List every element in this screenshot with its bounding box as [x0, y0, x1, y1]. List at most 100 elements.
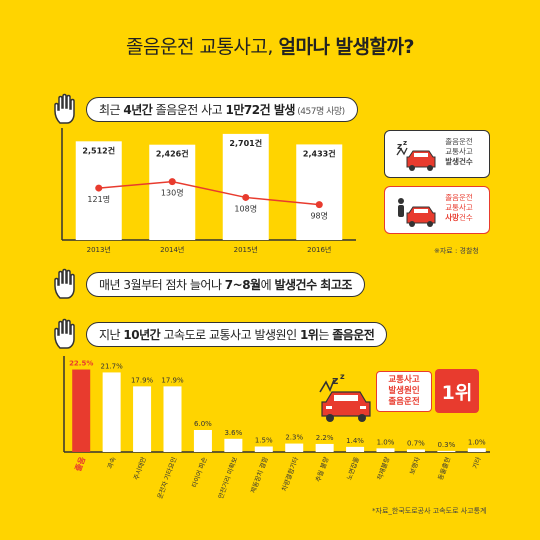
cause-label-8: 추월 불량 [313, 456, 330, 484]
cause-value-2: 17.9% [131, 376, 154, 384]
s3-b2: 1위 [299, 327, 319, 342]
s2-mid: 에 [260, 277, 275, 292]
bar-label-3: 2,433건 [303, 148, 336, 158]
s2-b2: 발생건수 최고조 [274, 277, 352, 292]
legend1-line2: 교통사고 [445, 147, 473, 156]
hand-icon [54, 93, 75, 124]
cause-bar-10 [376, 448, 395, 452]
s2-b1: 7~8월 [224, 277, 261, 292]
s1-b1: 4년간 [123, 102, 153, 117]
s2-pre: 매년 3월부터 점차 늘어나 [99, 277, 225, 292]
cause-label-2: 주시태만 [131, 456, 148, 482]
x-tick-1: 2014년 [160, 245, 184, 254]
section3-label: 지난 10년간 고속도로 교통사고 발생원인 1위는 졸음운전 [86, 321, 388, 347]
cause-value-3: 17.9% [161, 376, 184, 384]
x-tick-0: 2013년 [87, 245, 111, 254]
cause-label-3: 운전자 기타요인 [155, 456, 178, 500]
cause-bar-12 [437, 450, 456, 452]
cause-value-13: 1.0% [468, 438, 486, 446]
bar-2 [222, 133, 269, 240]
source-police: ※자료 : 경찰청 [434, 247, 479, 255]
page-title: 졸음운전 교통사고, 얼마나 발생할까? [0, 32, 540, 59]
sleepy-car-icon: z z [396, 139, 436, 171]
badge-line1: 교통사고 [388, 374, 420, 385]
cause-bar-1 [102, 372, 121, 452]
legend2-line2: 교통사고 [445, 203, 473, 212]
badge-line3: 졸음운전 [388, 396, 420, 407]
s3-mid2: 는 [318, 327, 333, 342]
cause-value-9: 1.4% [346, 437, 364, 445]
cause-label-5: 안전거리 미확보 [216, 456, 239, 500]
cause-bar-5 [224, 438, 243, 452]
cause-label-10: 적재불량 [375, 456, 392, 482]
badge-rank: 1위 [435, 369, 479, 413]
bar-0 [75, 141, 122, 240]
bar-label-1: 2,426건 [156, 149, 189, 159]
x-tick-2: 2015년 [234, 245, 258, 254]
s3-b1: 10년간 [123, 327, 161, 342]
s3-b3: 졸음운전 [332, 327, 375, 342]
legend1-line3: 발생건수 [445, 157, 473, 166]
cause-label-13: 기타 [470, 456, 483, 470]
deaths-label-3: 98명 [310, 211, 328, 221]
legend-occurrence: z z 졸음운전 교통사고 발생건수 [384, 130, 490, 178]
cause-bar-3 [163, 386, 182, 452]
cause-value-7: 2.3% [285, 434, 303, 442]
cause-label-7: 차량결함기타 [279, 456, 300, 493]
svg-text:z: z [340, 372, 345, 381]
cause-bar-6 [254, 446, 273, 452]
cause-bar-11 [406, 449, 425, 452]
cause-bar-2 [133, 386, 152, 452]
cause-value-1: 21.7% [101, 362, 124, 370]
badge-line2: 발생원인 [388, 385, 420, 396]
legend2-line1: 졸음운전 [445, 193, 473, 202]
section2-label: 매년 3월부터 점차 늘어나 7~8월에 발생건수 최고조 [86, 271, 365, 297]
legend2-line3-red: 사망 [445, 213, 459, 222]
cause-label-12: 동물출현 [436, 456, 453, 482]
deaths-point-2 [242, 193, 250, 201]
cause-value-6: 1.5% [255, 437, 273, 445]
s1-mid: 졸음운전 사고 [152, 102, 226, 117]
title-bold: 얼마나 발생할까? [278, 36, 414, 58]
cause-value-11: 0.7% [407, 439, 425, 447]
hand-icon [54, 268, 75, 299]
s1-pre: 최근 [99, 102, 124, 117]
svg-text:z: z [397, 142, 402, 152]
cause-value-0: 22.5% [69, 360, 93, 368]
cause-value-5: 3.6% [224, 429, 242, 437]
deaths-point-1 [168, 178, 176, 186]
cause-bar-4 [193, 430, 212, 452]
cause-label-1: 과속 [105, 456, 118, 470]
deaths-label-2: 108명 [234, 203, 257, 213]
s1-b2: 1만72건 발생 [225, 102, 296, 117]
cause-label-4: 타이어 파손 [189, 456, 208, 489]
legend-deaths: 졸음운전 교통사고 사망건수 [384, 186, 490, 234]
cause-bar-8 [315, 443, 334, 452]
person-car-icon [398, 198, 436, 227]
bar-label-0: 2,512건 [82, 145, 115, 155]
cause-bar-13 [467, 448, 486, 452]
deaths-label-0: 121명 [87, 194, 110, 204]
s3-mid: 고속도로 교통사고 발생원인 [160, 327, 300, 342]
sleepy-car-icon: z z [319, 372, 371, 422]
s1-small: (457명 사망) [294, 106, 345, 117]
deaths-line [98, 180, 320, 206]
deaths-point-3 [315, 201, 323, 209]
bar-1 [149, 144, 196, 240]
bar-3 [296, 144, 343, 240]
section2-heading: 매년 3월부터 점차 늘어나 7~8월에 발생건수 최고조 [52, 268, 365, 300]
cause-bar-7 [285, 443, 304, 452]
section1-heading: 최근 4년간 졸음운전 사고 1만72건 발생 (457명 사망) [52, 93, 358, 125]
section1-label: 최근 4년간 졸음운전 사고 1만72건 발생 (457명 사망) [86, 96, 358, 122]
cause-value-10: 1.0% [377, 438, 395, 446]
bar-label-2: 2,701건 [229, 138, 262, 148]
svg-text:z: z [332, 374, 338, 387]
x-tick-3: 2016년 [307, 245, 331, 254]
cause-label-9: 노면잡물 [344, 456, 361, 482]
svg-text:z: z [403, 139, 407, 147]
cause-value-8: 2.2% [316, 434, 334, 442]
badge-text: 교통사고 발생원인 졸음운전 [376, 370, 432, 412]
title-light: 졸음운전 교통사고, [126, 36, 279, 58]
deaths-point-0 [95, 184, 103, 192]
